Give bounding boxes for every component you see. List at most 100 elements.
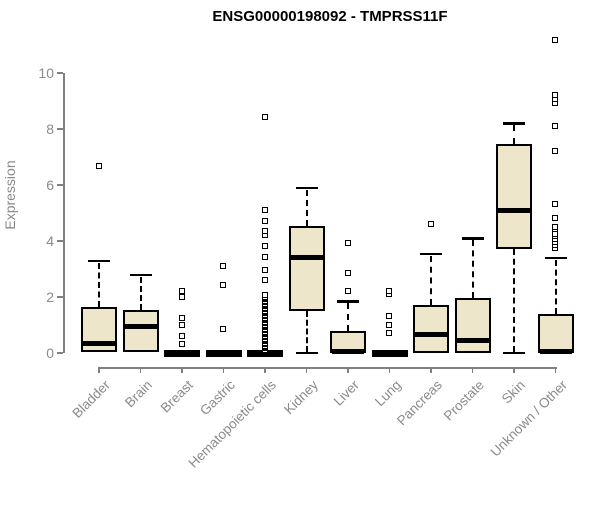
outlier-point — [178, 321, 185, 328]
outlier-point — [552, 122, 558, 129]
collapsed-box-Hematopoietic cells — [247, 349, 283, 357]
outlier-point — [552, 223, 558, 230]
upper-whisker-cap — [295, 186, 318, 190]
median-line — [332, 349, 364, 355]
lower-whisker-line — [305, 311, 308, 352]
outlier-point — [344, 287, 351, 294]
outlier-point — [344, 240, 351, 247]
upper-whisker-line — [430, 255, 432, 306]
y-tick-label: 10 — [38, 65, 54, 81]
outlier-point — [552, 215, 558, 222]
box-Skin — [496, 144, 532, 250]
upper-whisker-cap — [337, 300, 359, 303]
outlier-point — [552, 147, 558, 154]
box-Unknown / Other — [537, 313, 574, 353]
lower-whisker-cap — [295, 351, 318, 354]
x-axis-tick — [181, 367, 183, 373]
y-tick-label: 0 — [46, 345, 54, 361]
outlier-point — [261, 114, 268, 121]
outlier-point — [552, 201, 558, 208]
x-axis-tick — [305, 367, 308, 373]
boxplot-chart: ENSG00000198092 - TMPRSS11F Expression 0… — [2, 8, 574, 471]
median-line — [456, 337, 489, 343]
outlier-point — [261, 292, 268, 299]
x-axis-tick — [471, 367, 474, 373]
outlier-point — [386, 321, 392, 328]
collapsed-box-Breast — [164, 349, 200, 357]
y-axis-label: Expression — [2, 160, 18, 230]
outlier-point — [427, 220, 434, 227]
median-line — [290, 255, 323, 261]
median-line — [498, 207, 530, 213]
y-axis-tick — [57, 128, 63, 130]
upper-whisker-cap — [420, 252, 442, 256]
box-Brain — [122, 309, 159, 352]
median-line — [124, 323, 157, 329]
outlier-point — [95, 163, 102, 170]
outlier-point — [261, 266, 268, 273]
outlier-point — [178, 332, 185, 339]
x-axis-tick — [264, 367, 266, 373]
upper-whisker-cap — [88, 259, 110, 263]
collapsed-box-Lung — [371, 349, 408, 357]
median-line — [415, 332, 447, 338]
outlier-point — [261, 254, 268, 261]
box-Pancreas — [413, 305, 449, 353]
outlier-point — [261, 206, 268, 213]
outlier-point — [386, 287, 392, 294]
outlier-point — [178, 293, 185, 300]
outlier-point — [178, 341, 185, 348]
box-Prostate — [454, 298, 491, 353]
upper-whisker-line — [98, 262, 100, 307]
outlier-point — [552, 91, 558, 98]
y-axis-tick — [57, 184, 63, 186]
x-axis-tick — [222, 367, 225, 373]
outlier-point — [261, 217, 268, 224]
upper-whisker-line — [347, 303, 349, 331]
outlier-point — [220, 325, 226, 332]
lower-whisker-line — [513, 249, 515, 352]
upper-whisker-line — [513, 125, 515, 145]
median-line — [83, 340, 115, 346]
y-axis-line — [63, 73, 65, 353]
upper-whisker-line — [305, 189, 308, 226]
outlier-point — [386, 313, 392, 320]
x-tick-label: Pancreas — [393, 377, 445, 429]
upper-whisker-cap — [129, 273, 152, 277]
median-line — [539, 349, 572, 355]
x-tick-label: Breast — [157, 377, 196, 416]
y-tick-label: 2 — [46, 289, 54, 305]
x-axis-tick — [430, 367, 432, 373]
upper-whisker-cap — [544, 256, 567, 260]
outlier-point — [344, 269, 351, 276]
outlier-point — [261, 276, 268, 283]
y-axis-tick — [57, 352, 63, 354]
box-Kidney — [288, 225, 325, 311]
outlier-point — [178, 314, 185, 321]
outlier-point — [220, 282, 226, 289]
lower-whisker-cap — [503, 351, 525, 354]
y-tick-label: 8 — [46, 121, 54, 137]
x-axis-tick — [388, 367, 391, 373]
y-axis-tick — [57, 296, 63, 298]
collapsed-box-Gastric — [205, 349, 242, 357]
x-axis-tick — [554, 367, 557, 373]
y-tick-label: 4 — [46, 233, 54, 249]
upper-whisker-line — [139, 276, 142, 310]
outlier-point — [261, 243, 268, 250]
upper-whisker-cap — [461, 237, 484, 240]
outlier-point — [220, 262, 226, 269]
outlier-point — [178, 287, 185, 294]
x-axis-tick — [513, 367, 515, 373]
y-axis-tick — [57, 240, 63, 242]
x-axis-tick — [139, 367, 142, 373]
chart-title: ENSG00000198092 - TMPRSS11F — [212, 8, 448, 25]
x-axis-tick — [98, 367, 100, 373]
x-axis-line — [98, 367, 557, 369]
y-axis-tick — [57, 72, 63, 74]
x-axis-tick — [347, 367, 349, 373]
upper-whisker-cap — [503, 122, 525, 125]
y-tick-label: 6 — [46, 177, 54, 193]
outlier-point — [261, 227, 268, 234]
upper-whisker-line — [554, 259, 557, 314]
